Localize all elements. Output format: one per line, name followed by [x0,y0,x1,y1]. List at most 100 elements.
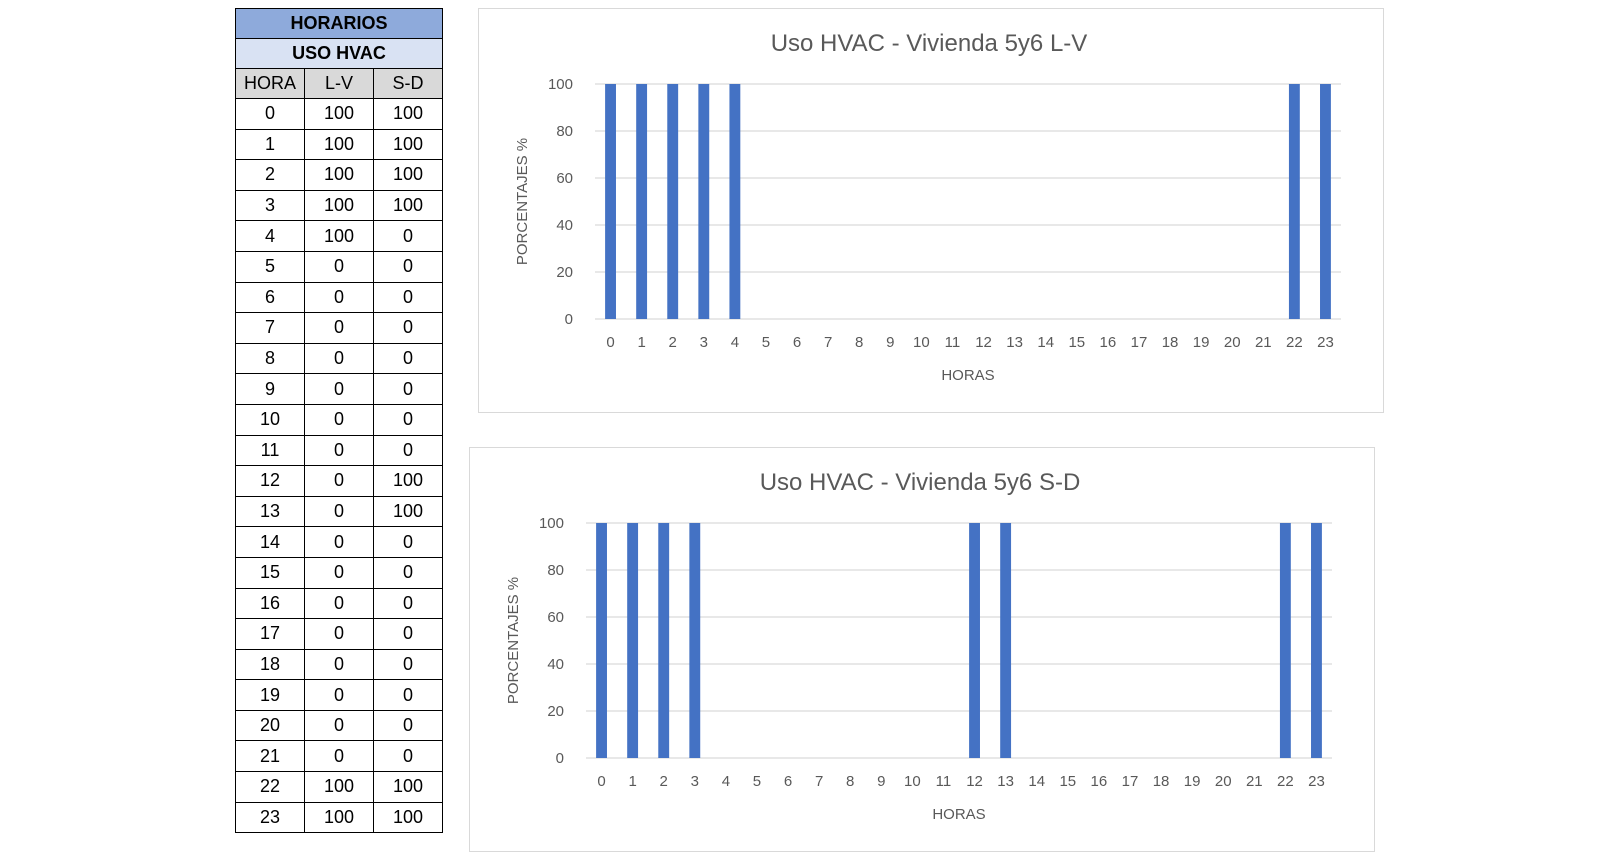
table-row: 10 0 0 [235,403,443,436]
cell-hora: 6 [235,281,305,314]
cell-lv: 0 [304,342,374,375]
x-tick-label: 11 [936,773,952,790]
bar [1279,523,1291,758]
table-header-row: HORA L-V S-D [235,68,443,99]
cell-sd: 0 [373,679,443,711]
bar [1288,84,1300,319]
x-tick-label: 1 [628,773,636,790]
cell-sd: 0 [373,250,443,283]
table-row: 15 0 0 [235,556,443,589]
cell-sd: 100 [373,495,443,528]
chart-lv: Uso HVAC - Vivienda 5y6 L-V 0 20 40 60 80 100 0… [514,30,1341,384]
cell-sd: 0 [373,556,443,589]
x-tick-label: 20 [1215,773,1232,790]
cell-sd: 0 [373,648,443,681]
x-tick-label: 13 [1006,334,1023,351]
cell-lv: 100 [304,159,374,191]
cell-lv: 0 [304,526,374,558]
cell-hora: 0 [235,98,305,130]
y-tick-label: 40 [547,656,564,673]
x-tick-label: 18 [1153,773,1170,790]
cell-sd: 0 [373,403,443,436]
table-subtitle: USO HVAC [235,38,443,69]
cell-sd: 0 [373,312,443,344]
x-tick-label: 16 [1091,773,1108,790]
cell-lv: 0 [304,679,374,711]
cell-hora: 7 [235,312,305,344]
cell-lv: 0 [304,434,374,467]
x-tick-label: 0 [606,334,614,351]
cell-hora: 23 [235,801,305,834]
bar [698,84,710,319]
table-row: 16 0 0 [235,587,443,620]
bar [969,523,980,758]
table-row: 23 100 100 [235,801,443,834]
cell-lv: 100 [304,801,374,834]
cell-lv: 0 [304,465,374,497]
cell-sd: 0 [373,342,443,375]
cell-sd: 100 [373,98,443,130]
cell-lv: 0 [304,495,374,528]
bar [658,523,670,758]
y-tick-label: 20 [547,703,564,720]
cell-sd: 0 [373,526,443,558]
bar [1000,523,1012,758]
x-tick-label: 6 [784,773,792,790]
cell-hora: 19 [235,679,305,711]
x-tick-label: 22 [1277,773,1294,790]
table-row: 18 0 0 [235,648,443,681]
cell-hora: 22 [235,771,305,803]
x-tick-label: 17 [1131,334,1148,351]
x-tick-label: 8 [846,773,854,790]
header-hora: HORA [235,68,305,99]
x-tick-label: 4 [731,334,739,351]
table-row: 17 0 0 [235,618,443,650]
cell-hora: 1 [235,128,305,161]
y-tick-label: 20 [556,264,573,281]
y-tick-label: 60 [556,170,573,187]
table-row: 19 0 0 [235,679,443,711]
x-tick-label: 23 [1317,334,1334,351]
chart-title: Uso HVAC - Vivienda 5y6 L-V [771,30,1088,57]
y-tick-label: 0 [565,311,573,328]
cell-lv: 0 [304,587,374,620]
x-tick-label: 16 [1100,334,1117,351]
cell-hora: 12 [235,465,305,497]
table-row: 0 100 100 [235,98,443,130]
header-lv: L-V [304,68,374,99]
cell-hora: 18 [235,648,305,681]
table-row: 11 0 0 [235,434,443,467]
x-tick-label: 19 [1193,334,1210,351]
x-tick-label: 10 [904,773,921,790]
cell-sd: 100 [373,159,443,191]
cell-hora: 8 [235,342,305,375]
x-tick-label: 17 [1122,773,1139,790]
cell-lv: 0 [304,709,374,742]
cell-sd: 0 [373,220,443,252]
cell-sd: 0 [373,587,443,620]
table-title: HORARIOS [235,8,443,39]
x-tick-label: 5 [762,334,770,351]
table-row: 22 100 100 [235,771,443,803]
y-tick-label: 100 [548,76,573,93]
cell-hora: 20 [235,709,305,742]
y-axis-label: PORCENTAJES % [514,138,531,265]
x-axis-label: HORAS [941,367,994,384]
cell-hora: 3 [235,189,305,222]
x-tick-label: 7 [815,773,823,790]
x-tick-label: 2 [660,773,668,790]
bar [689,523,701,758]
cell-lv: 100 [304,189,374,222]
y-axis-label: PORCENTAJES % [505,577,522,704]
table-row: 3 100 100 [235,189,443,222]
table-row: 13 0 100 [235,495,443,528]
cell-lv: 0 [304,648,374,681]
cell-lv: 0 [304,556,374,589]
cell-hora: 21 [235,740,305,773]
cell-hora: 16 [235,587,305,620]
bar [1311,523,1322,758]
x-tick-label: 21 [1246,773,1263,790]
